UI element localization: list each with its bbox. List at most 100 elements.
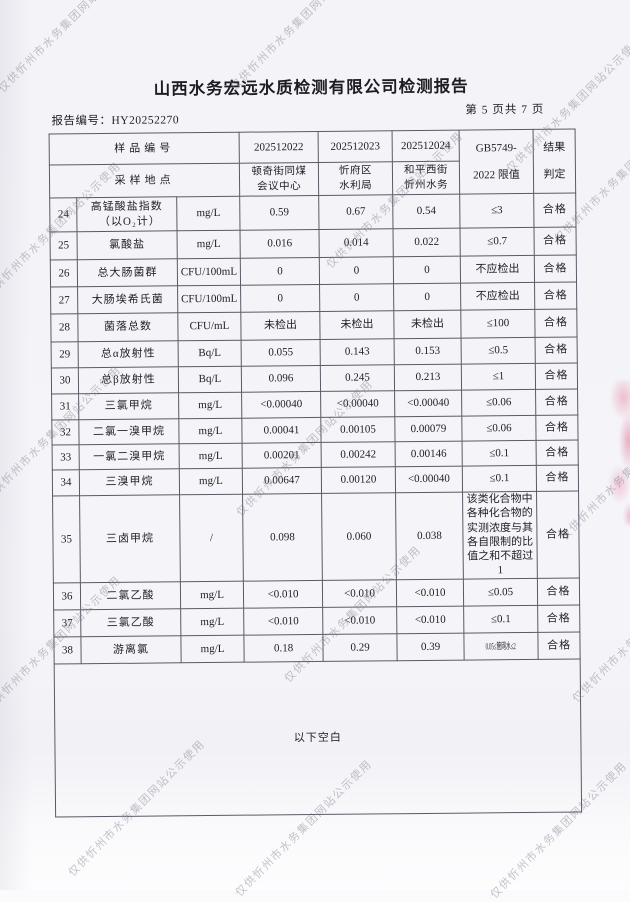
report-number-label: 报告编号： <box>51 114 112 128</box>
limit-value: ≤0.05 <box>463 578 538 606</box>
row-number: 27 <box>50 286 78 315</box>
result-label-line2: 判定 <box>543 168 566 181</box>
unit: mg/L <box>179 468 243 495</box>
sample-id-3: 202512024 <box>392 130 460 162</box>
value-sample-1: 0 <box>240 257 320 286</box>
value-sample-2: 未检出 <box>319 310 395 340</box>
value-sample-1: <0.00040 <box>241 391 321 419</box>
value-sample-2: <0.010 <box>322 606 397 635</box>
item-name: 三氯甲烷 <box>78 392 179 420</box>
row-number: 32 <box>51 419 80 446</box>
unit: mg/L <box>179 443 243 469</box>
item-name: 大肠埃希氏菌 <box>77 285 178 314</box>
value-sample-3: <0.010 <box>396 605 464 634</box>
item-name: 菌落总数 <box>77 312 179 342</box>
limit-value: ≤0.1 <box>462 465 537 493</box>
table-row: 35 三卤甲烷/0.098 0.060 0.038 该类化合物中各种化合物的实测浓度与其… <box>52 490 580 583</box>
limit-value: ≤0.1 <box>462 440 537 467</box>
standard-name: GB5749- <box>475 141 517 155</box>
limit-value: ≤0.06 <box>461 389 536 417</box>
value-sample-3: 0.00079 <box>394 416 463 442</box>
result-judgement: 合格 <box>537 631 581 660</box>
location-header: 采样地点 <box>49 163 240 199</box>
row-number: 25 <box>50 231 78 261</box>
unit: mg/L <box>180 607 244 636</box>
unit: mg/L <box>176 196 241 231</box>
value-sample-1: 0.00647 <box>242 467 322 495</box>
result-judgement: 合格 <box>533 192 577 228</box>
result-judgement: 合格 <box>534 308 578 338</box>
value-sample-2: 0.143 <box>320 338 395 366</box>
unit: CFU/100mL <box>177 258 241 286</box>
unit: / <box>179 494 244 582</box>
report-number: 报告编号：HY20252270 <box>51 111 179 128</box>
report-title: 山西水务宏远水质检测有限公司检测报告 <box>153 76 469 99</box>
result-judgement: 合格 <box>536 464 579 492</box>
value-sample-3: 0.39 <box>396 632 465 661</box>
sample-id-2: 202512023 <box>318 130 393 163</box>
value-sample-2: <0.010 <box>322 579 397 608</box>
value-sample-1: 0.59 <box>239 195 320 231</box>
sample-no-header: 样品编号 <box>49 132 240 166</box>
location-1: 顿奇街同煤 会议中心 <box>239 162 319 197</box>
limit-value: ≤0.7 <box>460 227 535 257</box>
limit-value: ≤1 <box>461 363 536 391</box>
unit: mg/L <box>177 230 241 259</box>
value-sample-1: <0.010 <box>243 580 323 608</box>
item-name: 总大肠菌群 <box>77 258 178 287</box>
item-name: 一氯二溴甲烷 <box>79 443 180 470</box>
limit-value: 该类化合物中各种化合物的实测浓度与其各自限制的比值之和不超过1 <box>462 491 538 579</box>
unit: mg/L <box>178 392 242 419</box>
result-judgement: 合格 <box>535 336 578 364</box>
blank-note: 以下空白 <box>293 731 342 744</box>
limit-value: ≤0.1 <box>463 605 538 633</box>
limit-value: ≤100 <box>460 309 536 339</box>
value-sample-2: <0.00040 <box>320 390 395 418</box>
value-sample-3: <0.00040 <box>394 390 462 417</box>
value-sample-1: 0.18 <box>243 634 324 662</box>
location-2: 忻府区 水利局 <box>318 161 393 196</box>
result-judgement: 合格 <box>536 439 579 466</box>
item-name: 氯酸盐 <box>77 230 178 260</box>
red-stamp-mark <box>586 380 630 525</box>
row-number: 38 <box>53 636 82 664</box>
result-judgement: 合格 <box>537 577 580 606</box>
result-judgement: 合格 <box>535 414 579 441</box>
standard-limit-label: 2022 限值 <box>473 169 520 182</box>
value-sample-2: 0.014 <box>319 228 394 258</box>
item-name: 游离氯 <box>80 635 182 664</box>
value-sample-1: 0.00041 <box>241 417 322 444</box>
row-number: 29 <box>51 341 79 369</box>
value-sample-3: 0 <box>393 256 461 284</box>
row-number: 24 <box>49 197 78 233</box>
value-sample-3: 0.022 <box>393 228 461 257</box>
value-sample-1: 0.00201 <box>242 442 322 469</box>
row-number: 34 <box>52 469 80 497</box>
item-name: 高锰酸盐指数 （以O₂计） <box>76 196 178 232</box>
value-sample-3: 0 <box>393 283 461 311</box>
limit-value: ≤0.5 <box>461 337 536 365</box>
value-sample-2: 0.060 <box>321 492 397 581</box>
unit: mg/L <box>180 580 244 609</box>
limit-value: ≤0.06 <box>461 415 537 442</box>
item-name: 三卤甲烷 <box>79 494 181 583</box>
value-sample-1: 0.098 <box>242 493 323 581</box>
value-sample-1: 0.016 <box>240 229 320 259</box>
item-name: 总β放射性 <box>78 366 179 394</box>
value-sample-3: 0.213 <box>394 364 462 391</box>
value-sample-2: 0.67 <box>318 194 394 230</box>
standard-limit-header: GB5749- 2022 限值 <box>459 129 534 195</box>
limit-value: 不应检出 <box>460 255 535 284</box>
unit: Bq/L <box>178 340 242 367</box>
value-sample-3: <0.00040 <box>395 466 463 493</box>
row-number: 33 <box>52 444 80 471</box>
results-table: 样品编号 202512022 202512023 202512024 GB574… <box>48 128 583 818</box>
result-judgement: 合格 <box>537 604 580 633</box>
value-sample-3: 0.153 <box>394 338 462 365</box>
location-3: 和平西街 忻州水务 <box>392 161 460 195</box>
report-number-value: HY20252270 <box>111 114 180 127</box>
item-name: 二氯乙酸 <box>80 581 181 610</box>
result-label-line1: 结果 <box>543 141 566 154</box>
